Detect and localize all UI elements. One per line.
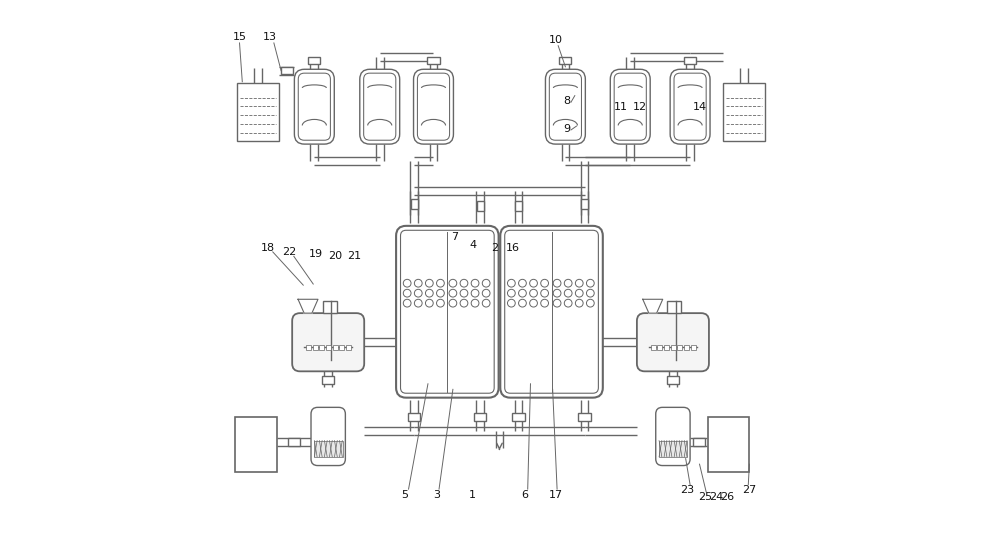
Text: 5: 5 xyxy=(401,490,408,500)
Text: 23: 23 xyxy=(680,485,694,495)
Text: 27: 27 xyxy=(742,485,757,495)
Bar xyxy=(314,441,343,457)
Bar xyxy=(578,413,591,421)
Text: 14: 14 xyxy=(692,102,707,112)
FancyBboxPatch shape xyxy=(292,313,364,372)
FancyBboxPatch shape xyxy=(311,407,345,466)
Bar xyxy=(313,345,318,350)
Bar xyxy=(559,57,571,64)
Bar xyxy=(667,301,681,313)
Text: 15: 15 xyxy=(233,32,247,42)
Text: 8: 8 xyxy=(563,96,570,106)
Bar xyxy=(512,413,525,421)
Bar xyxy=(235,417,277,472)
FancyBboxPatch shape xyxy=(298,73,330,140)
Polygon shape xyxy=(298,299,318,313)
FancyBboxPatch shape xyxy=(610,69,650,144)
Text: 6: 6 xyxy=(521,490,528,500)
Text: 13: 13 xyxy=(263,32,277,42)
Bar xyxy=(708,417,749,472)
Bar xyxy=(677,345,682,350)
Bar xyxy=(664,345,669,350)
Text: 1: 1 xyxy=(469,490,476,500)
Bar xyxy=(411,199,418,209)
Bar xyxy=(319,345,324,350)
FancyBboxPatch shape xyxy=(670,69,710,144)
Text: 26: 26 xyxy=(720,492,734,502)
Text: 17: 17 xyxy=(548,490,562,500)
Text: 11: 11 xyxy=(614,102,628,112)
Bar xyxy=(667,377,679,384)
Text: 21: 21 xyxy=(347,251,361,261)
Bar xyxy=(346,345,351,350)
Text: 22: 22 xyxy=(282,247,297,257)
Bar xyxy=(581,199,588,209)
FancyBboxPatch shape xyxy=(360,69,400,144)
FancyBboxPatch shape xyxy=(549,73,581,140)
Bar xyxy=(671,345,676,350)
Bar xyxy=(326,345,331,350)
Bar xyxy=(308,57,320,64)
Text: 10: 10 xyxy=(548,35,562,45)
Bar xyxy=(691,345,696,350)
Bar xyxy=(723,83,765,141)
FancyBboxPatch shape xyxy=(614,73,646,140)
Bar xyxy=(477,202,484,212)
Bar xyxy=(515,202,522,212)
Text: 19: 19 xyxy=(308,248,323,258)
FancyBboxPatch shape xyxy=(414,69,453,144)
Text: 9: 9 xyxy=(563,124,570,134)
FancyBboxPatch shape xyxy=(674,73,706,140)
FancyBboxPatch shape xyxy=(656,407,690,466)
Bar xyxy=(474,413,486,421)
FancyBboxPatch shape xyxy=(505,230,598,393)
Text: 4: 4 xyxy=(470,240,477,250)
FancyBboxPatch shape xyxy=(545,69,585,144)
Bar xyxy=(684,57,696,64)
Text: 18: 18 xyxy=(261,243,275,253)
FancyBboxPatch shape xyxy=(401,230,494,393)
Text: 3: 3 xyxy=(433,490,440,500)
Text: 2: 2 xyxy=(491,243,498,253)
Text: 24: 24 xyxy=(709,492,723,502)
FancyBboxPatch shape xyxy=(500,226,603,398)
Text: 7: 7 xyxy=(451,232,458,242)
Bar xyxy=(651,345,656,350)
FancyBboxPatch shape xyxy=(364,73,396,140)
Bar xyxy=(408,413,420,421)
Bar xyxy=(427,57,440,64)
Bar xyxy=(237,83,279,141)
Polygon shape xyxy=(643,299,663,313)
Text: 25: 25 xyxy=(698,492,712,502)
Bar xyxy=(684,345,689,350)
Bar xyxy=(659,441,687,457)
Bar xyxy=(322,377,334,384)
Bar xyxy=(657,345,662,350)
FancyBboxPatch shape xyxy=(637,313,709,372)
Bar xyxy=(288,438,300,446)
FancyBboxPatch shape xyxy=(396,226,499,398)
Bar xyxy=(323,301,337,313)
Bar xyxy=(306,345,311,350)
FancyBboxPatch shape xyxy=(294,69,334,144)
Text: 16: 16 xyxy=(506,243,520,253)
Text: 12: 12 xyxy=(633,102,647,112)
Bar xyxy=(693,438,705,446)
FancyBboxPatch shape xyxy=(417,73,450,140)
Text: 20: 20 xyxy=(328,251,342,261)
Bar xyxy=(281,67,293,74)
Bar xyxy=(339,345,344,350)
Bar xyxy=(333,345,338,350)
